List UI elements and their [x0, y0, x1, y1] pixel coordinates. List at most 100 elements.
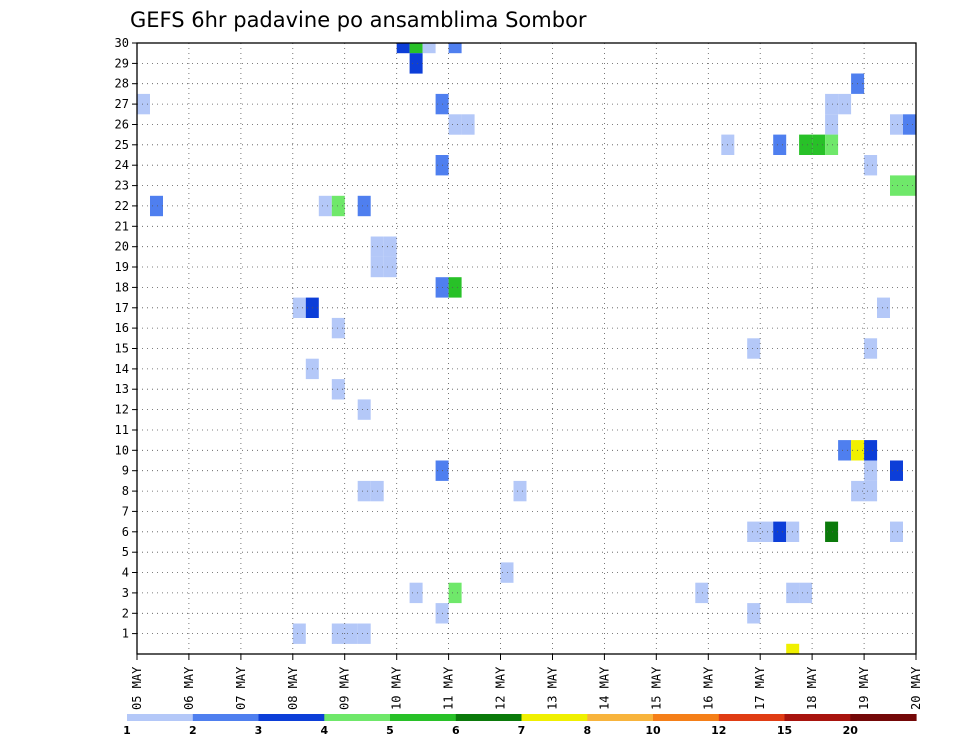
data-cell [825, 93, 839, 115]
data-cell [448, 582, 462, 604]
data-cell [747, 338, 761, 359]
x-tick-label: 18 MAY [805, 666, 819, 710]
data-cell [331, 379, 345, 400]
y-tick-label: 4 [122, 566, 129, 580]
legend-label: 10 [645, 724, 661, 737]
data-cell [448, 43, 462, 54]
legend-label: 4 [320, 724, 328, 737]
data-cell [864, 338, 878, 359]
x-tick-label: 17 MAY [753, 666, 767, 710]
x-tick-label: 19 MAY [857, 666, 871, 710]
data-cell [786, 643, 800, 654]
data-cells [137, 43, 916, 654]
legend-label: 15 [777, 724, 792, 737]
y-tick-label: 7 [122, 504, 129, 518]
x-tick-label: 13 MAY [546, 666, 560, 710]
data-cell [409, 582, 423, 604]
data-cell [331, 623, 345, 644]
legend-swatch [784, 714, 851, 721]
data-cell [318, 195, 332, 217]
x-tick-label: 12 MAY [494, 666, 508, 710]
y-tick-label: 28 [115, 77, 129, 91]
data-cell [331, 317, 345, 339]
y-tick-label: 2 [122, 606, 129, 620]
y-tick-label: 10 [115, 443, 129, 457]
x-tick-label: 11 MAY [442, 666, 456, 710]
data-cell [331, 195, 345, 217]
data-cell [890, 114, 903, 135]
y-tick-label: 18 [115, 280, 129, 294]
y-tick-label: 21 [115, 219, 129, 233]
data-cell [292, 297, 306, 318]
legend-swatch [653, 714, 720, 721]
legend-swatch [258, 714, 325, 721]
legend-label: 8 [583, 724, 591, 737]
data-cell [903, 175, 916, 196]
legend-swatch [192, 714, 260, 721]
data-cell [825, 134, 839, 155]
legend-swatch [521, 714, 588, 721]
data-cell [890, 521, 903, 542]
y-tick-label: 12 [115, 403, 129, 417]
data-cell [799, 582, 813, 604]
data-cell [864, 480, 878, 502]
data-cell [448, 277, 462, 298]
data-cell [461, 114, 475, 135]
data-cell [890, 175, 903, 196]
y-tick-label: 6 [122, 525, 129, 539]
data-cell [864, 460, 878, 481]
legend-label: 3 [255, 724, 263, 737]
data-cell [760, 521, 774, 542]
y-tick-label: 20 [115, 240, 129, 254]
data-cell [137, 93, 150, 115]
data-cell [773, 134, 787, 155]
data-cell [747, 521, 761, 542]
chart-title: GEFS 6hr padavine po ansamblima Sombor [130, 8, 587, 32]
legend-swatch [127, 714, 194, 721]
data-cell [695, 582, 709, 604]
legend-swatch [390, 714, 457, 721]
data-cell [357, 480, 371, 502]
x-tick-label: 07 MAY [234, 666, 248, 710]
y-tick-label: 11 [115, 423, 129, 437]
y-tick-label: 8 [122, 484, 129, 498]
data-cell [903, 114, 916, 135]
data-cell [396, 43, 410, 54]
legend-label: 6 [452, 724, 460, 737]
data-cell [773, 521, 787, 542]
x-tick-label: 05 MAY [130, 666, 144, 710]
data-cell [838, 440, 852, 461]
y-tick-label: 1 [122, 627, 129, 641]
data-cell [864, 155, 878, 176]
legend-swatch [324, 714, 391, 721]
y-tick-label: 9 [122, 464, 129, 478]
data-cell [292, 623, 306, 644]
data-cell [409, 53, 423, 74]
data-cell [383, 236, 397, 257]
legend-label: 2 [189, 724, 197, 737]
data-cell [422, 43, 436, 54]
data-cell [825, 521, 839, 542]
y-tick-label: 25 [115, 138, 129, 152]
data-cell [513, 480, 527, 502]
legend-swatch [455, 714, 523, 721]
x-tick-label: 14 MAY [597, 666, 611, 710]
y-tick-label: 17 [115, 301, 129, 315]
x-tick-label: 10 MAY [390, 666, 404, 710]
x-tick-label: 09 MAY [338, 666, 352, 710]
y-tick-label: 22 [115, 199, 129, 213]
data-cell [890, 460, 903, 481]
x-tick-label: 20 MAY [909, 666, 923, 710]
data-cell [448, 114, 462, 135]
x-tick-label: 06 MAY [182, 666, 196, 710]
y-tick-label: 5 [122, 545, 129, 559]
data-cell [344, 623, 358, 644]
y-tick-label: 19 [115, 260, 129, 274]
data-cell [825, 114, 839, 135]
color-legend: 1 2 3 4 5 6 7 8 10 12 15 20 [123, 714, 917, 737]
data-cell [409, 43, 423, 54]
x-axis: 05 MAY 06 MAY 07 MAY 08 MAY 09 MAY 10 MAY 11 M… [130, 654, 923, 710]
y-tick-label: 29 [115, 56, 129, 70]
y-tick-label: 14 [115, 362, 129, 376]
